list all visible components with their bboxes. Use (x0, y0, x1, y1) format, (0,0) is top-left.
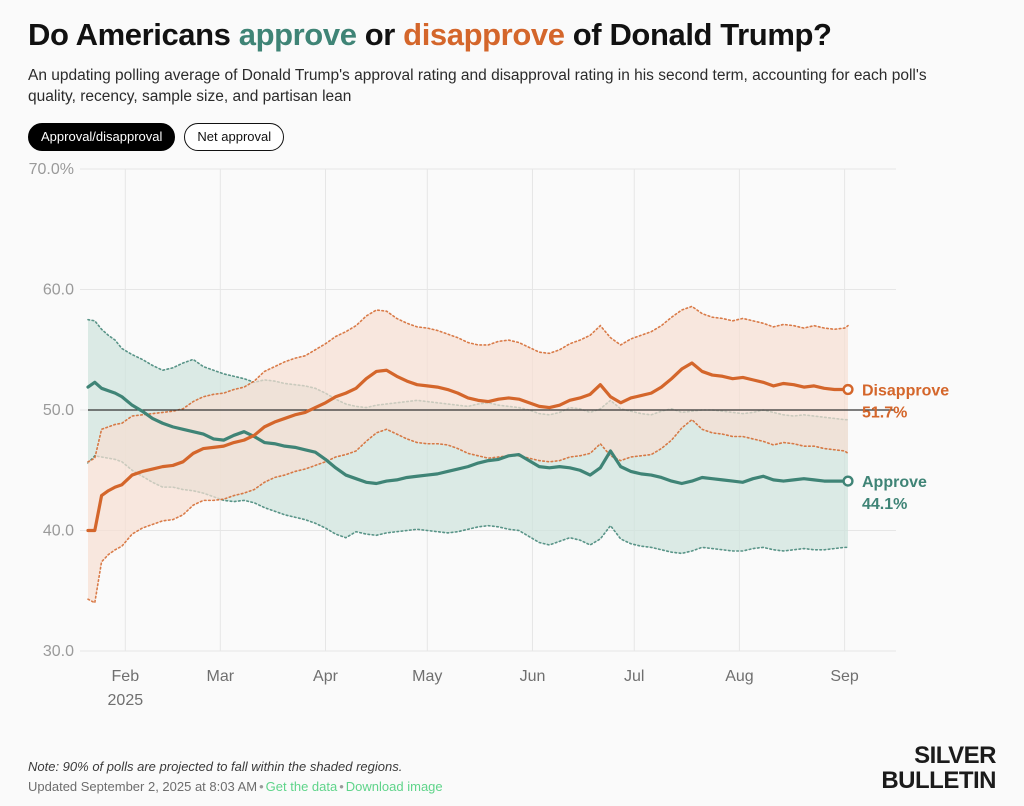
logo-line-2: BULLETIN (881, 767, 996, 795)
y-axis-tick-label: 40.0 (43, 523, 74, 540)
x-axis-tick-label: May (412, 668, 442, 685)
download-image-link[interactable]: Download image (345, 779, 443, 794)
x-axis-tick-label: Mar (207, 668, 235, 685)
footnote: Note: 90% of polls are projected to fall… (28, 759, 403, 774)
separator-2: • (339, 779, 344, 794)
updated-line: Updated September 2, 2025 at 8:03 AM • Get… (28, 779, 443, 794)
chart-footer: Note: 90% of polls are projected to fall… (28, 742, 996, 795)
logo-line-1: SILVER (914, 742, 996, 770)
x-axis-year-label: 2025 (108, 692, 144, 709)
y-axis-tick-label: 30.0 (43, 643, 74, 660)
tab-net-approval[interactable]: Net approval (184, 123, 285, 152)
line-approve (86, 381, 850, 486)
get-the-data-link[interactable]: Get the data (265, 779, 338, 794)
series-label-disapprove: Disapprove (862, 383, 949, 400)
title-text-2: or (356, 17, 404, 52)
chart-svg: 30.0 40.0 50.0 60.0 70.0% Feb 2025 Mar Apr May Jun… (29, 161, 950, 709)
endpoint-marker-approve (842, 475, 854, 488)
series-value-approve: 44.1% (862, 497, 907, 514)
x-axis-tick-label: Jul (624, 668, 644, 685)
tab-approval-disapproval[interactable]: Approval/disapproval (28, 123, 176, 152)
band-lower-disapprove (87, 419, 849, 605)
band-upper-disapprove (87, 305, 849, 464)
series-value-disapprove: 51.7% (862, 405, 907, 422)
line-disapprove (86, 361, 850, 533)
page-subtitle: An updating polling average of Donald Tr… (28, 66, 927, 106)
y-axis-tick-label: 70.0% (29, 161, 74, 178)
y-axis-tick-label: 50.0 (43, 402, 74, 419)
title-text-3: of Donald Trump? (564, 17, 832, 52)
view-toggle-group: Approval/disapproval Net approval (28, 123, 996, 152)
updated-timestamp: Updated September 2, 2025 at 8:03 AM (28, 779, 258, 794)
y-axis-tick-label: 60.0 (43, 282, 74, 299)
page-title: Do Americans approve or disapprove of Do… (28, 17, 996, 53)
x-axis-tick-label: Aug (725, 668, 753, 685)
approval-chart: 30.0 40.0 50.0 60.0 70.0% Feb 2025 Mar Apr May Jun… (28, 161, 996, 721)
endpoint-marker-disapprove (842, 384, 854, 396)
title-text-1: Do Americans (28, 17, 239, 52)
x-axis-tick-label: Feb (112, 668, 140, 685)
confidence-band-disapprove (88, 306, 848, 604)
separator-1: • (259, 779, 264, 794)
title-approve-word: approve (238, 17, 357, 52)
series-label-approve: Approve (862, 475, 927, 492)
x-axis-tick-label: Apr (313, 668, 339, 685)
title-disapprove-word: disapprove (403, 17, 565, 52)
x-axis-tick-label: Jun (520, 668, 546, 685)
x-axis-tick-label: Sep (830, 668, 859, 685)
silver-bulletin-logo: SILVER BULLETIN (881, 742, 996, 795)
